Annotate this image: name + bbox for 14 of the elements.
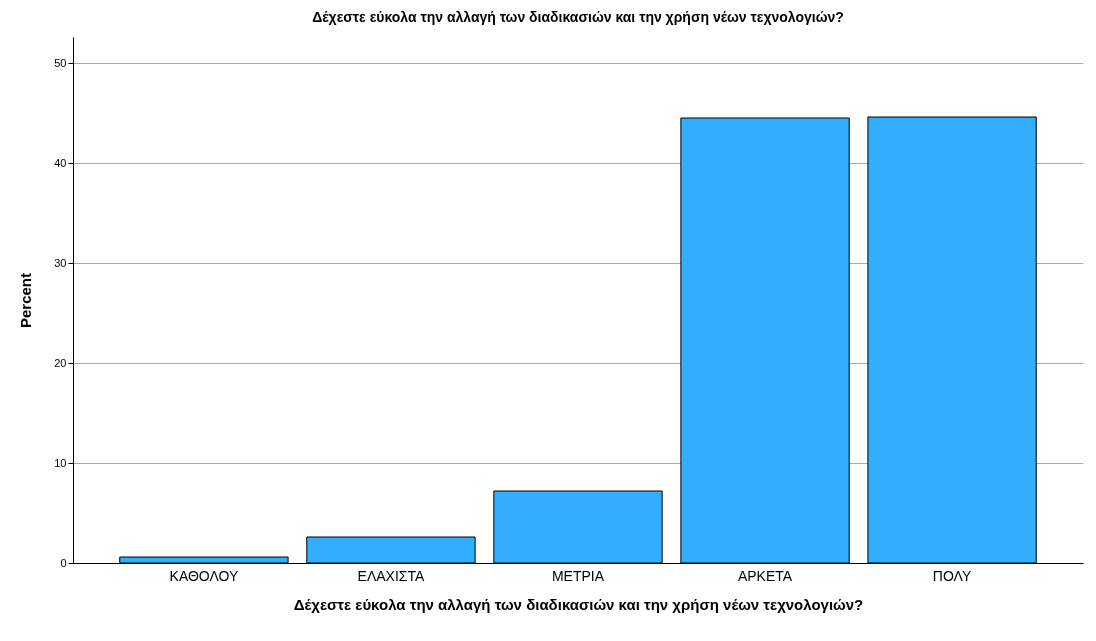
y-tick-label: 30 — [54, 256, 67, 269]
y-tick-label: 50 — [54, 56, 67, 69]
y-tick-label: 10 — [54, 456, 67, 469]
x-tick-label: ΠΟΛΥ — [932, 567, 972, 584]
x-tick-label: ΚΑΘΟΛΟΥ — [169, 567, 239, 584]
y-tick-label: 20 — [54, 356, 67, 369]
y-tick-label: 40 — [54, 156, 67, 169]
y-tick-label: 0 — [60, 556, 67, 569]
x-tick-label: ΑΡΚΕΤΑ — [737, 567, 793, 584]
y-axis-title: Percent — [17, 272, 35, 329]
x-axis-title: Δέχεστε εύκολα την αλλαγή των διαδικασιών και την χρήση νέων τεχνολογιών? — [293, 595, 864, 613]
x-tick-label: ΜΕΤΡΙΑ — [551, 567, 605, 584]
x-tick-label: ΕΛΑΧΙΣΤΑ — [357, 567, 425, 584]
chart-title: Δέχεστε εύκολα την αλλαγή των διαδικασιών και την χρήση νέων τεχνολογιών? — [312, 9, 844, 25]
